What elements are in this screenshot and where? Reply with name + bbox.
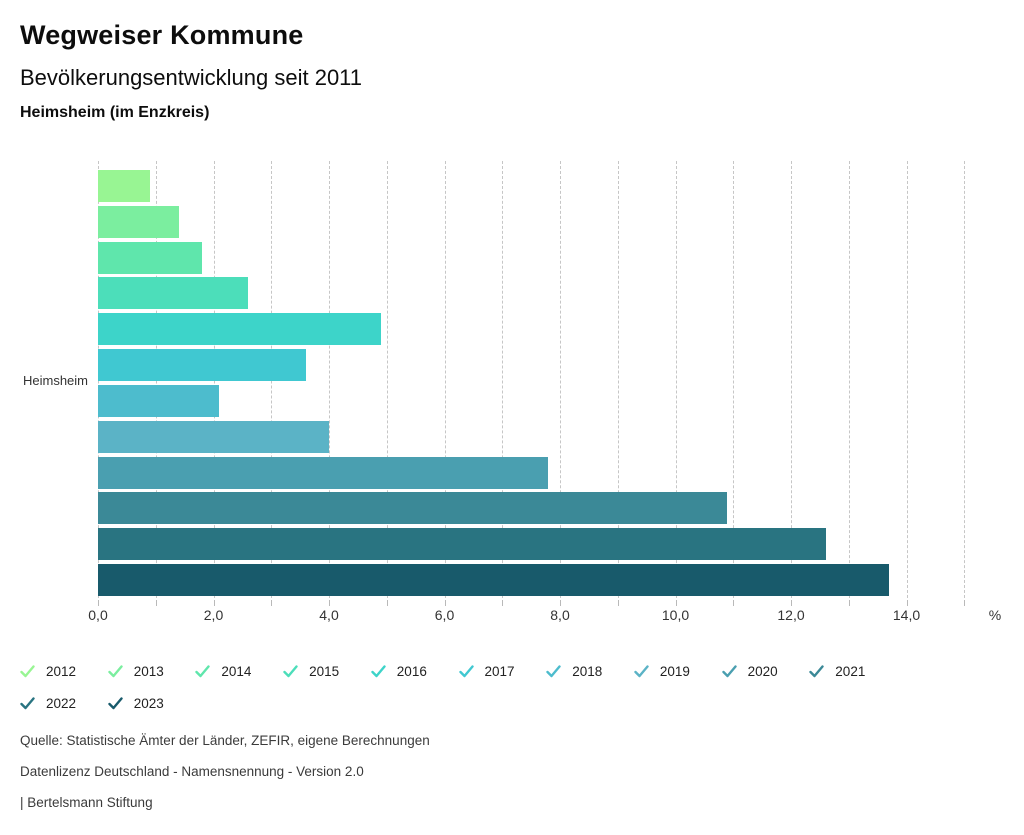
gridline xyxy=(675,161,677,598)
axis-tick xyxy=(560,600,561,606)
gridline xyxy=(560,161,561,598)
legend: 2012 2013 2014 2015 2016 2017 2018 2019 2020 2021… xyxy=(20,661,1010,725)
gridline xyxy=(906,161,908,598)
legend-item-label: 2012 xyxy=(46,663,77,679)
legend-item-2020[interactable]: 2020 xyxy=(721,661,778,681)
legend-row: 2012 2013 2014 2015 2016 2017 2018 2019 2020 2021 xyxy=(20,661,1010,681)
gridline xyxy=(386,161,388,598)
bar-2017[interactable] xyxy=(98,349,306,382)
bar-2021[interactable] xyxy=(98,492,728,525)
gridline xyxy=(964,161,966,598)
bar-2020[interactable] xyxy=(98,456,549,489)
check-icon xyxy=(20,664,35,677)
axis-tick xyxy=(733,600,735,606)
axis-tick xyxy=(617,600,619,606)
footer-license: Datenlizenz Deutschland - Namensnennung … xyxy=(20,764,364,779)
check-icon xyxy=(371,664,386,677)
axis-tick xyxy=(848,600,850,606)
legend-item-2012[interactable]: 2012 xyxy=(20,661,76,681)
x-axis-tick-label: 2,0 xyxy=(203,607,224,623)
axis-tick xyxy=(791,600,792,606)
check-icon xyxy=(20,696,35,709)
bar-2013[interactable] xyxy=(98,205,179,238)
legend-item-label: 2023 xyxy=(133,695,164,711)
check-icon xyxy=(107,696,123,709)
legend-item-2019[interactable]: 2019 xyxy=(634,661,690,681)
x-axis-tick-label: 0,0 xyxy=(88,607,108,623)
axis-tick xyxy=(155,600,157,606)
axis-tick xyxy=(271,600,273,606)
gridline xyxy=(329,161,330,598)
axis-tick xyxy=(213,600,215,606)
gridline xyxy=(733,161,735,598)
legend-item-label: 2014 xyxy=(221,663,252,679)
legend-item-label: 2015 xyxy=(309,663,340,679)
bar-2012[interactable] xyxy=(98,170,150,202)
check-icon xyxy=(458,664,474,677)
legend-item-2013[interactable]: 2013 xyxy=(107,661,164,681)
axis-tick xyxy=(964,600,966,606)
axis-unit-label: % xyxy=(988,607,1002,623)
x-axis-tick-label: 12,0 xyxy=(777,607,805,623)
chart-location: Heimsheim (im Enzkreis) xyxy=(20,104,210,121)
legend-item-label: 2016 xyxy=(396,663,427,679)
gridline xyxy=(848,161,850,598)
legend-item-2023[interactable]: 2023 xyxy=(107,693,164,713)
axis-tick xyxy=(444,600,446,606)
app-title: Wegweiser Kommune xyxy=(20,20,304,50)
check-icon xyxy=(809,664,824,677)
bar-2022[interactable] xyxy=(98,528,826,561)
legend-item-2022[interactable]: 2022 xyxy=(20,693,76,713)
chart-subtitle: Bevölkerungsentwicklung seit 2011 xyxy=(20,65,363,90)
bar-2018[interactable] xyxy=(98,384,220,417)
x-axis-tick-label: 14,0 xyxy=(892,607,921,623)
gridline xyxy=(502,161,504,598)
check-icon xyxy=(721,664,737,677)
axis-tick xyxy=(98,600,99,606)
x-axis-tick-label: 4,0 xyxy=(319,607,339,623)
legend-item-label: 2020 xyxy=(747,663,778,679)
legend-item-label: 2013 xyxy=(133,663,164,679)
gridline xyxy=(444,161,446,598)
axis-tick xyxy=(386,600,388,606)
legend-item-2016[interactable]: 2016 xyxy=(371,661,427,681)
legend-item-2017[interactable]: 2017 xyxy=(458,661,515,681)
check-icon xyxy=(195,664,211,677)
axis-tick xyxy=(675,600,677,606)
check-icon xyxy=(546,664,561,677)
axis-tick xyxy=(906,600,908,606)
bar-2019[interactable] xyxy=(98,420,329,453)
legend-item-2015[interactable]: 2015 xyxy=(283,661,339,681)
bar-2014[interactable] xyxy=(98,241,202,274)
y-axis-category-label: Heimsheim xyxy=(22,373,88,388)
footer-source: Quelle: Statistische Ämter der Länder, Z… xyxy=(20,733,430,748)
check-icon xyxy=(107,664,123,677)
axis-tick xyxy=(329,600,330,606)
legend-item-label: 2022 xyxy=(46,695,77,711)
gridline xyxy=(791,161,792,598)
legend-item-label: 2019 xyxy=(659,663,690,679)
axis-tick xyxy=(502,600,504,606)
legend-item-label: 2017 xyxy=(484,663,515,679)
footer-attribution: | Bertelsmann Stiftung xyxy=(20,795,153,810)
legend-row: 2022 2023 xyxy=(20,693,1010,713)
bar-2015[interactable] xyxy=(98,277,249,310)
check-icon xyxy=(634,664,649,677)
gridline xyxy=(617,161,619,598)
legend-item-2014[interactable]: 2014 xyxy=(195,661,251,681)
legend-item-label: 2018 xyxy=(572,663,603,679)
x-axis-tick-label: 8,0 xyxy=(550,607,570,623)
plot-area: 0,0 2,0 4,0 6,0 8,0 10,0 12,0 14,0% xyxy=(88,161,1001,623)
legend-item-2018[interactable]: 2018 xyxy=(546,661,602,681)
bar-2016[interactable] xyxy=(98,313,381,346)
legend-item-2021[interactable]: 2021 xyxy=(809,661,865,681)
x-axis-tick-label: 6,0 xyxy=(434,607,455,623)
bar-2023[interactable] xyxy=(98,564,890,597)
x-axis-tick-label: 10,0 xyxy=(661,607,690,623)
legend-item-label: 2021 xyxy=(835,663,866,679)
check-icon xyxy=(283,664,298,677)
